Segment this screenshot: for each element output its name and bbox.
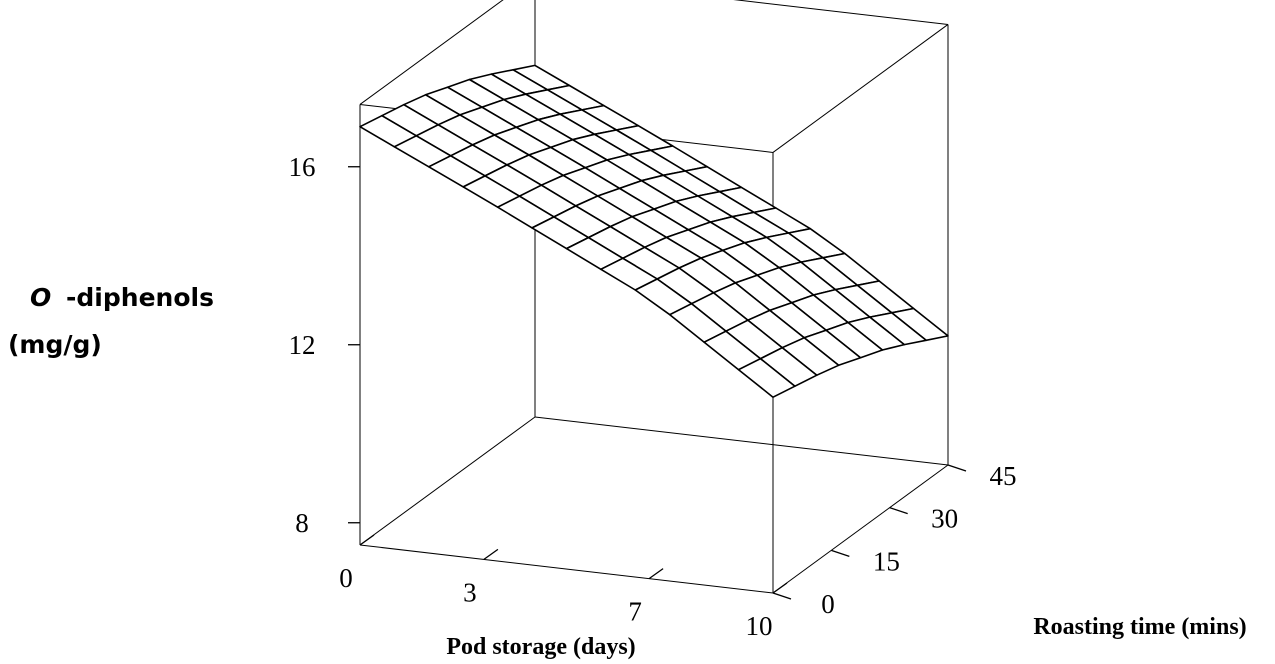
box-edge [359,416,536,546]
y-tick-label: 0 [821,589,835,619]
y-tick-label: 30 [931,504,958,534]
x-tick-label: 7 [628,597,642,627]
y-axis-title: Roasting time (mins) [1033,614,1246,640]
y-tick-label: 45 [990,461,1017,491]
box-edge [772,464,949,594]
y-tick [889,507,908,515]
tick-marks [348,166,967,600]
x-tick [648,568,664,580]
box-edge [534,416,949,466]
y-tick [947,464,967,472]
z-tick-label: 8 [295,508,309,538]
z-axis-title: O -diphenols [30,283,214,312]
z-axis-title-line1: -diphenols [66,283,214,312]
z-tick-label: 16 [289,152,316,182]
x-axis-title: Pod storage (days) [446,634,635,660]
surface-facet [737,357,796,399]
z-axis-title-symbol: O [30,283,51,312]
z-axis-title-unit: (mg/g) [8,330,102,359]
x-tick [483,548,499,560]
y-tick-label: 15 [873,546,900,576]
response-surface [359,64,949,399]
tick-labels: 8 12 16 0 3 7 10 0 15 30 45 [289,152,1017,641]
box-edge [733,0,949,25]
x-tick-label: 0 [339,563,353,593]
x-tick [772,582,788,594]
x-tick-label: 10 [746,611,773,641]
box-edge [772,24,949,153]
box-edge [359,0,504,105]
box-edge [359,544,774,594]
z-tick-label: 12 [289,330,316,360]
y-tick [772,592,792,600]
x-tick [359,534,375,546]
x-tick-label: 3 [463,577,477,607]
y-tick [831,549,850,557]
